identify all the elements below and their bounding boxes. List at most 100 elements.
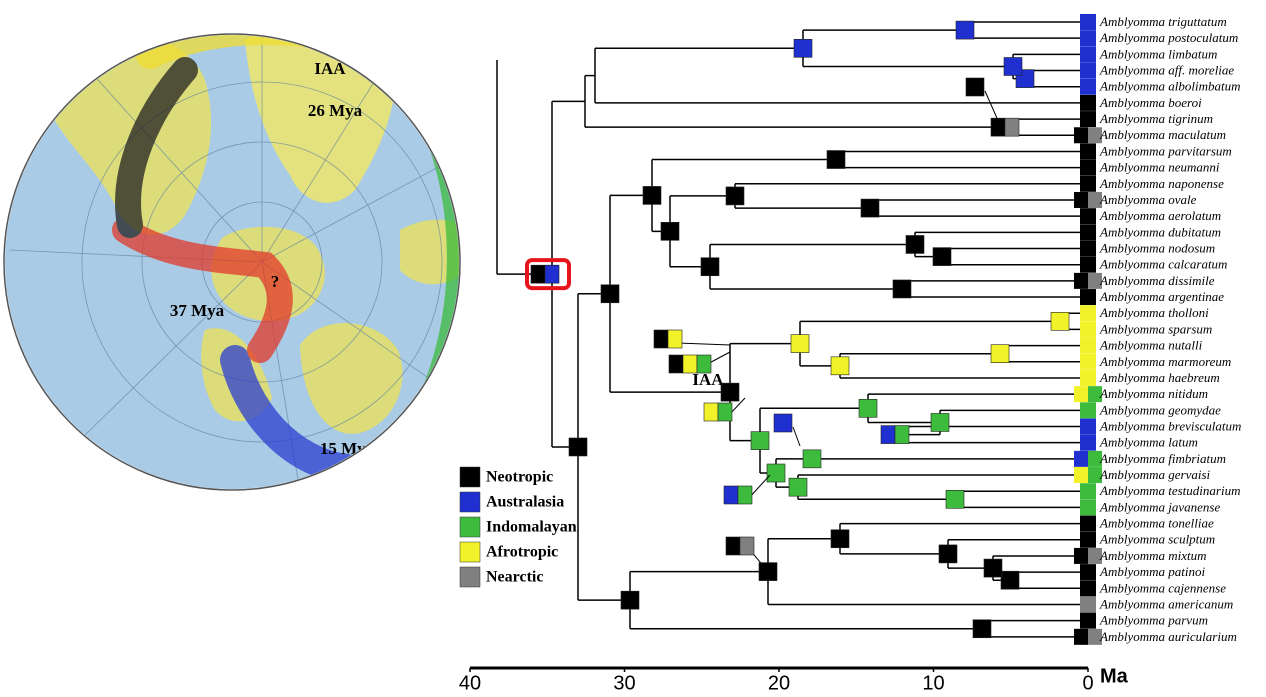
area-box (669, 355, 683, 373)
tip-box (1080, 402, 1096, 418)
area-box (661, 222, 679, 240)
tip-box (1074, 386, 1088, 402)
tip-box (1080, 613, 1096, 629)
legend-swatch (460, 567, 480, 587)
map: IAA 26 Mya 37 Mya 15 Mya ? (4, 20, 474, 492)
tip-box (1080, 338, 1096, 354)
species-label: Amblyomma mixtum (1099, 548, 1207, 563)
area-box (704, 403, 718, 421)
area-box (724, 486, 738, 504)
axis-tick-label: 40 (459, 672, 481, 692)
area-box (831, 357, 849, 375)
tip-box (1080, 63, 1096, 79)
species-label: Amblyomma sculptum (1099, 532, 1215, 547)
figure: IAA 26 Mya 37 Mya 15 Mya ? NeotropicAust… (0, 0, 1266, 692)
area-box (861, 199, 879, 217)
map-label: 26 Mya (308, 101, 363, 120)
tip-box (1080, 321, 1096, 337)
area-box (726, 187, 744, 205)
species-label: Amblyomma nutalli (1099, 338, 1203, 353)
area-box (721, 383, 739, 401)
tip-box (1080, 14, 1096, 30)
species-label: Amblyomma brevisculatum (1099, 418, 1241, 433)
callout (793, 427, 800, 446)
species-label: Amblyomma dissimile (1099, 273, 1215, 288)
area-box (751, 432, 769, 450)
area-box (859, 399, 877, 417)
species-label: Amblyomma auricularium (1099, 629, 1237, 644)
area-box (827, 151, 845, 169)
area-box (946, 490, 964, 508)
species-label: Amblyomma gervaisi (1099, 467, 1211, 482)
area-box (973, 620, 991, 638)
species-label: Amblyomma limbatum (1099, 46, 1217, 61)
legend-label: Australasia (486, 494, 564, 511)
legend-label: Nearctic (486, 569, 543, 586)
tip-box (1080, 79, 1096, 95)
area-box (726, 537, 740, 555)
area-box (767, 464, 785, 482)
area-box (643, 186, 661, 204)
legend-swatch (460, 542, 480, 562)
tip-box (1074, 273, 1088, 289)
tip-box (1080, 532, 1096, 548)
area-box (881, 426, 895, 444)
axis-tick-label: 20 (768, 672, 790, 692)
tip-box (1074, 629, 1088, 645)
area-box (984, 559, 1002, 577)
area-box (740, 537, 754, 555)
axis-unit: Ma (1100, 665, 1129, 687)
area-box (893, 280, 911, 298)
tip-box (1080, 95, 1096, 111)
tip-box (1080, 241, 1096, 257)
legend-swatch (460, 517, 480, 537)
area-box (895, 426, 909, 444)
species-label: Amblyomma sparsum (1099, 321, 1212, 336)
area-box (831, 530, 849, 548)
species-label: Amblyomma geomydae (1099, 402, 1221, 417)
tip-box (1080, 580, 1096, 596)
species-label: Amblyomma maculatum (1099, 127, 1226, 142)
tip-box (1074, 467, 1088, 483)
area-box (803, 450, 821, 468)
species-label: Amblyomma argentinae (1099, 289, 1224, 304)
map-label: ? (271, 272, 280, 291)
species-label: Amblyomma americanum (1099, 596, 1233, 611)
area-box (701, 258, 719, 276)
axis-tick-label: 0 (1082, 672, 1093, 692)
axis-tick-label: 10 (922, 672, 944, 692)
species-label: Amblyomma boeroi (1099, 95, 1202, 110)
area-box (531, 265, 545, 283)
map-label: 37 Mya (170, 301, 225, 320)
tip-box (1080, 30, 1096, 46)
legend-label: Afrotropic (486, 544, 558, 561)
species-label: Amblyomma aerolatum (1099, 208, 1221, 223)
area-box (601, 285, 619, 303)
area-box (966, 78, 984, 96)
species-label: Amblyomma parvum (1099, 613, 1208, 628)
area-box (939, 545, 957, 563)
tip-box (1080, 516, 1096, 532)
tip-box (1080, 564, 1096, 580)
species-label: Amblyomma aff. moreliae (1099, 63, 1234, 78)
species-label: Amblyomma naponense (1099, 176, 1224, 191)
species-label: Amblyomma latum (1099, 435, 1198, 450)
area-box (791, 335, 809, 353)
area-box (774, 414, 792, 432)
tip-box (1080, 111, 1096, 127)
area-box (789, 478, 807, 496)
legend-swatch (460, 467, 480, 487)
species-label: Amblyomma ovale (1099, 192, 1197, 207)
tip-box (1080, 143, 1096, 159)
species-label: Amblyomma haebreum (1099, 370, 1220, 385)
area-box (906, 235, 924, 253)
species-label: Amblyomma calcaratum (1099, 257, 1227, 272)
area-box (718, 403, 732, 421)
area-box (621, 591, 639, 609)
area-box (668, 330, 682, 348)
area-box (1004, 57, 1022, 75)
area-box (1001, 571, 1019, 589)
species-label: Amblyomma tholloni (1099, 305, 1209, 320)
